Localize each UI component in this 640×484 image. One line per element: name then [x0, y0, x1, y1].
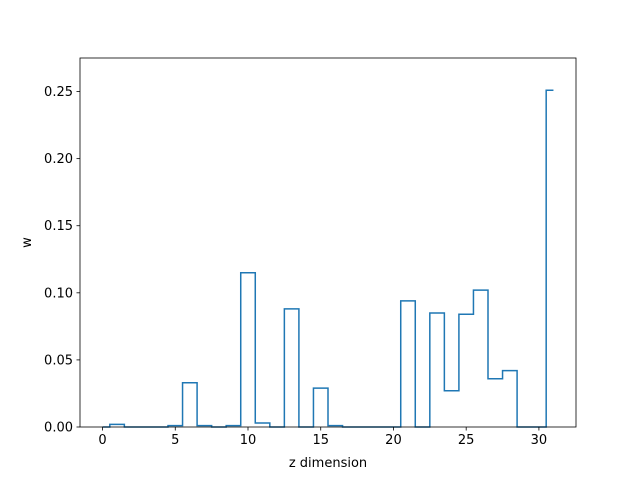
y-tick-label: 0.25 — [44, 85, 73, 100]
axes-frame — [79, 57, 577, 428]
plot-area — [102, 89, 554, 428]
x-tick-label: 25 — [458, 433, 475, 448]
y-tick-label: 0.20 — [44, 152, 73, 167]
x-tick-label: 20 — [385, 433, 402, 448]
y-tick-label: 0.05 — [44, 353, 73, 368]
x-tick-label: 15 — [312, 433, 329, 448]
data-series-step-line — [102, 89, 554, 428]
y-axis-label: w — [20, 237, 35, 248]
x-tick-label: 0 — [98, 433, 106, 448]
y-tick-label: 0.15 — [44, 219, 73, 234]
axes: 0 5 10 15 20 25 30 0.00 0.05 0.10 0.15 0.20 0.25 — [44, 57, 577, 448]
x-axis-label: z dimension — [289, 456, 367, 471]
x-tick-label: 30 — [531, 433, 548, 448]
y-tick-label: 0.10 — [44, 286, 73, 301]
y-tick-label: 0.00 — [44, 421, 73, 436]
x-tick-label: 10 — [240, 433, 257, 448]
x-tick-label: 5 — [171, 433, 179, 448]
